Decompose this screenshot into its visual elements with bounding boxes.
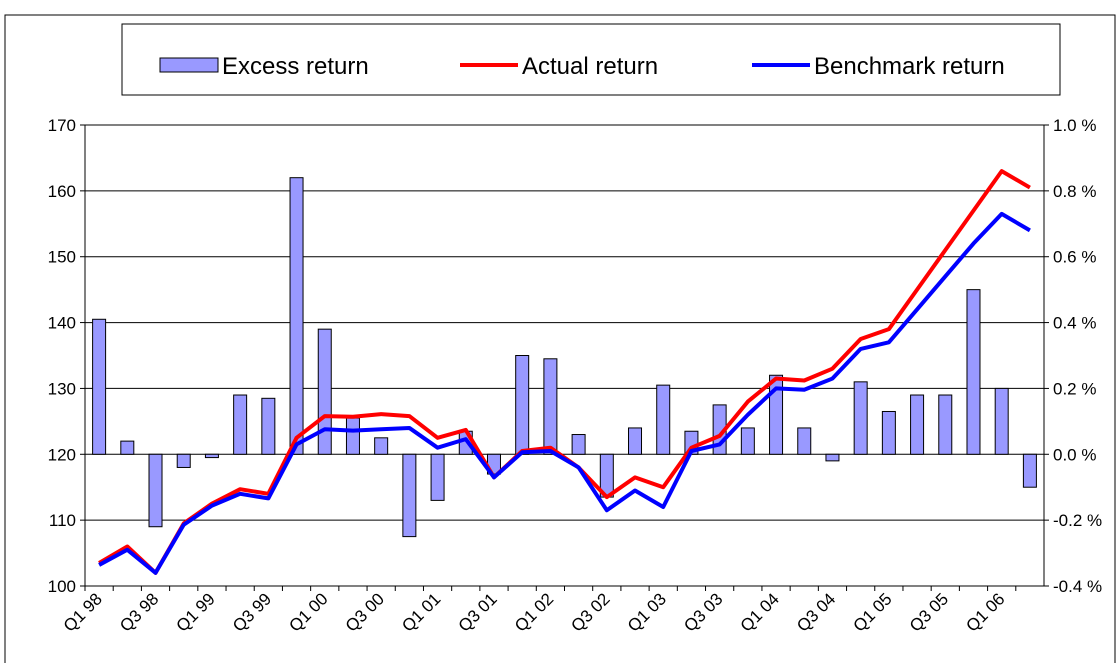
- bar: [740, 427, 755, 455]
- x-tick-label: Q3 03: [680, 589, 726, 635]
- bar: [148, 453, 163, 528]
- y-tick-label: 150: [48, 248, 76, 267]
- bar: [345, 417, 360, 455]
- bar: [176, 453, 191, 468]
- y-tick-label: 110: [49, 511, 76, 530]
- y2-tick-label: 0.4 %: [1053, 314, 1096, 333]
- legend-box: [121, 23, 1061, 96]
- x-tick-label: Q1 02: [511, 589, 557, 635]
- x-tick-label: Q1 05: [850, 589, 896, 635]
- y2-tick-label: 0.6 %: [1053, 248, 1096, 267]
- y2-tick-label: 0.8 %: [1053, 182, 1096, 201]
- plot-area: [84, 124, 1045, 587]
- bar: [430, 453, 445, 501]
- bar: [769, 374, 784, 455]
- x-tick-label: Q3 04: [793, 589, 839, 635]
- bar: [120, 440, 135, 455]
- legend-label: Actual return: [522, 53, 658, 80]
- bar: [1022, 453, 1037, 488]
- y2-tick-label: -0.4 %: [1053, 577, 1102, 596]
- bar: [402, 453, 417, 538]
- bar: [571, 434, 586, 455]
- x-tick-label: Q3 01: [455, 589, 501, 635]
- y2-tick-label: 0.0 %: [1053, 445, 1096, 464]
- x-tick-label: Q1 98: [60, 589, 106, 635]
- bar: [994, 387, 1009, 455]
- bar: [910, 394, 925, 455]
- x-tick-label: Q3 02: [567, 589, 613, 635]
- x-tick-label: Q1 03: [624, 589, 670, 635]
- x-tick-label: Q1 01: [398, 589, 444, 635]
- bar: [797, 427, 812, 455]
- line: [98, 211, 1031, 575]
- bar: [825, 453, 840, 462]
- x-tick-label: Q1 00: [285, 589, 331, 635]
- x-tick-label: Q3 99: [229, 589, 275, 635]
- y-tick-label: 170: [48, 116, 76, 135]
- x-tick-label: Q1 06: [962, 589, 1008, 635]
- bar: [374, 437, 389, 455]
- x-tick-label: Q3 00: [342, 589, 388, 635]
- x-tick-label: Q3 98: [116, 589, 162, 635]
- legend-swatch: [159, 57, 219, 73]
- y-tick-label: 120: [48, 445, 76, 464]
- x-tick-label: Q3 05: [906, 589, 952, 635]
- bar: [881, 410, 896, 455]
- y-tick-label: 160: [48, 182, 76, 201]
- bar: [628, 427, 643, 455]
- y-tick-label: 140: [48, 314, 76, 333]
- y2-tick-label: 0.2 %: [1053, 379, 1096, 398]
- bar: [317, 328, 332, 455]
- bar: [515, 355, 530, 455]
- chart-border: [4, 14, 1116, 668]
- bar: [204, 453, 219, 459]
- legend-label: Benchmark return: [814, 53, 1005, 80]
- y2-tick-label: 1.0 %: [1053, 116, 1096, 135]
- bar: [656, 384, 671, 455]
- bar: [543, 358, 558, 455]
- x-tick-label: Q1 99: [173, 589, 219, 635]
- legend-label: Excess return: [222, 53, 369, 80]
- bar: [289, 177, 304, 455]
- bar: [938, 394, 953, 455]
- bar: [233, 394, 248, 455]
- x-tick-label: Q1 04: [737, 589, 783, 635]
- bar: [92, 318, 107, 455]
- y2-tick-label: -0.2 %: [1053, 511, 1102, 530]
- y-tick-label: 100: [48, 577, 76, 596]
- bar: [966, 289, 981, 455]
- line: [98, 169, 1031, 575]
- y-tick-label: 130: [48, 379, 76, 398]
- bar: [261, 397, 276, 455]
- bar: [853, 381, 868, 455]
